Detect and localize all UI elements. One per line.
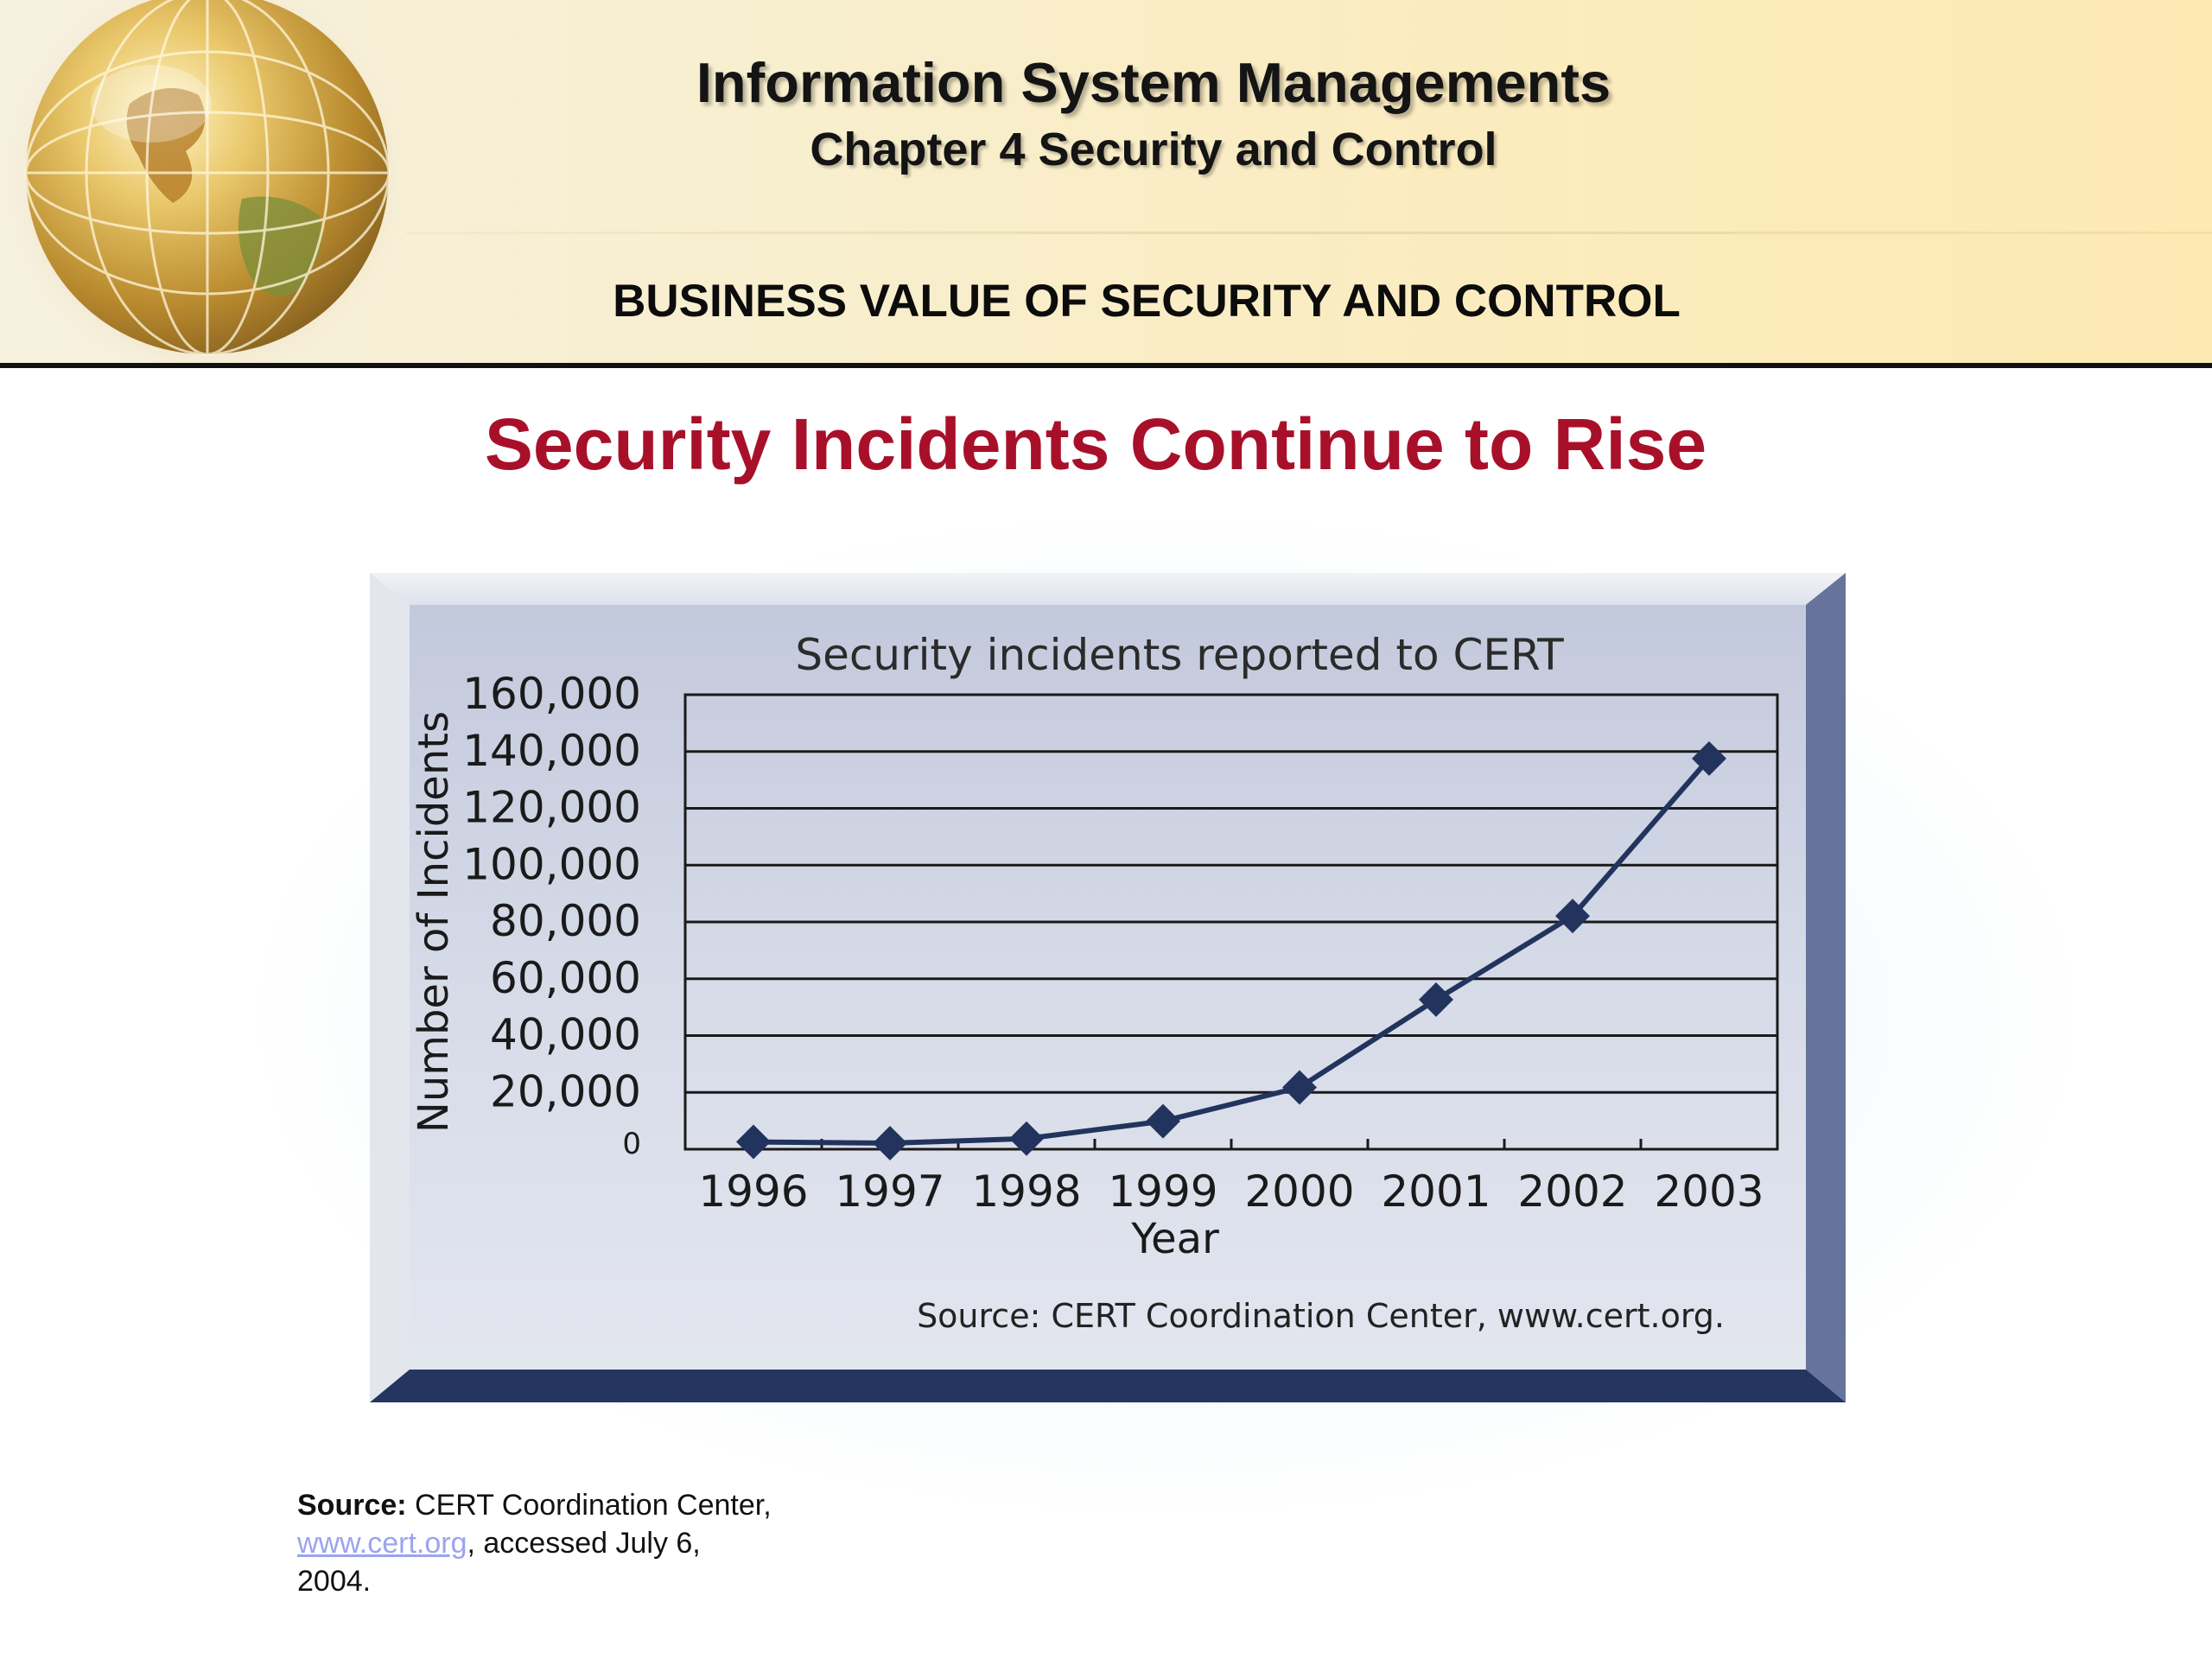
data-point [873, 1125, 907, 1160]
x-tick-label: 1997 [835, 1166, 944, 1217]
series-line [753, 756, 1712, 1146]
x-axis-ticks: 1996 1997 1998 1999 2000 2001 2002 2003 [698, 1139, 1764, 1217]
x-tick-label: 2000 [1244, 1166, 1354, 1217]
chart-title: Security incidents reported to CERT [795, 630, 1564, 680]
x-tick-label: 1998 [971, 1166, 1081, 1217]
chart-bevel-bottom [370, 1370, 1846, 1402]
chart-bevel-top [370, 573, 1846, 605]
chapter-title: Chapter 4 Security and Control [810, 124, 1497, 175]
globe-icon [0, 0, 406, 363]
x-tick-label: 1996 [698, 1166, 808, 1217]
source-link[interactable]: www.cert.org [297, 1527, 467, 1560]
y-tick-label: 100,000 [462, 839, 641, 889]
chart-panel [410, 605, 1806, 1370]
header-bottom-rule [0, 363, 2212, 368]
y-tick-label: 140,000 [462, 726, 641, 776]
header-divider [406, 232, 2212, 234]
chart-grid [685, 750, 1777, 1094]
section-title: BUSINESS VALUE OF SECURITY AND CONTROL [613, 276, 1681, 327]
x-tick-label: 2003 [1654, 1166, 1764, 1217]
x-tick-label: 2002 [1517, 1166, 1627, 1217]
x-tick-label: 2001 [1381, 1166, 1491, 1217]
chart-bevel-right [1806, 573, 1846, 1402]
y-tick-label: 20,000 [490, 1066, 641, 1116]
app-title: Information System Managements [696, 51, 1611, 114]
x-axis-label: Year [1130, 1215, 1219, 1263]
x-tick-label: 1999 [1108, 1166, 1217, 1217]
chart-bevel-left [370, 573, 410, 1402]
y-tick-label: 120,000 [462, 783, 641, 833]
y-tick-label: 160,000 [462, 669, 641, 719]
source-note-date: , accessed July 6, 2004. [297, 1527, 701, 1598]
y-tick-label: 40,000 [490, 1010, 641, 1060]
data-point [1009, 1121, 1044, 1156]
data-point [736, 1124, 771, 1160]
y-tick-label: 80,000 [490, 896, 641, 946]
data-point [1419, 982, 1453, 1017]
source-note-text: CERT Coordination Center, [406, 1489, 772, 1522]
y-axis-label: Number of Incidents [410, 711, 458, 1133]
chart-source: Source: CERT Coordination Center, www.ce… [917, 1297, 1725, 1335]
y-tick-label: 60,000 [490, 953, 641, 1003]
data-point [1146, 1103, 1180, 1139]
y-axis-ticks: 0 20,000 40,000 60,000 80,000 100,000 120,000 1… [462, 669, 641, 1161]
data-point [1555, 899, 1590, 934]
series-line-group [736, 741, 1726, 1160]
source-note: Source: CERT Coordination Center, www.ce… [297, 1486, 781, 1600]
data-point [1282, 1070, 1317, 1105]
slide-title: Security Incidents Continue to Rise [484, 404, 1707, 485]
source-note-label: Source: [297, 1489, 407, 1522]
data-point [1692, 741, 1726, 776]
y-tick-label: 0 [622, 1127, 641, 1161]
